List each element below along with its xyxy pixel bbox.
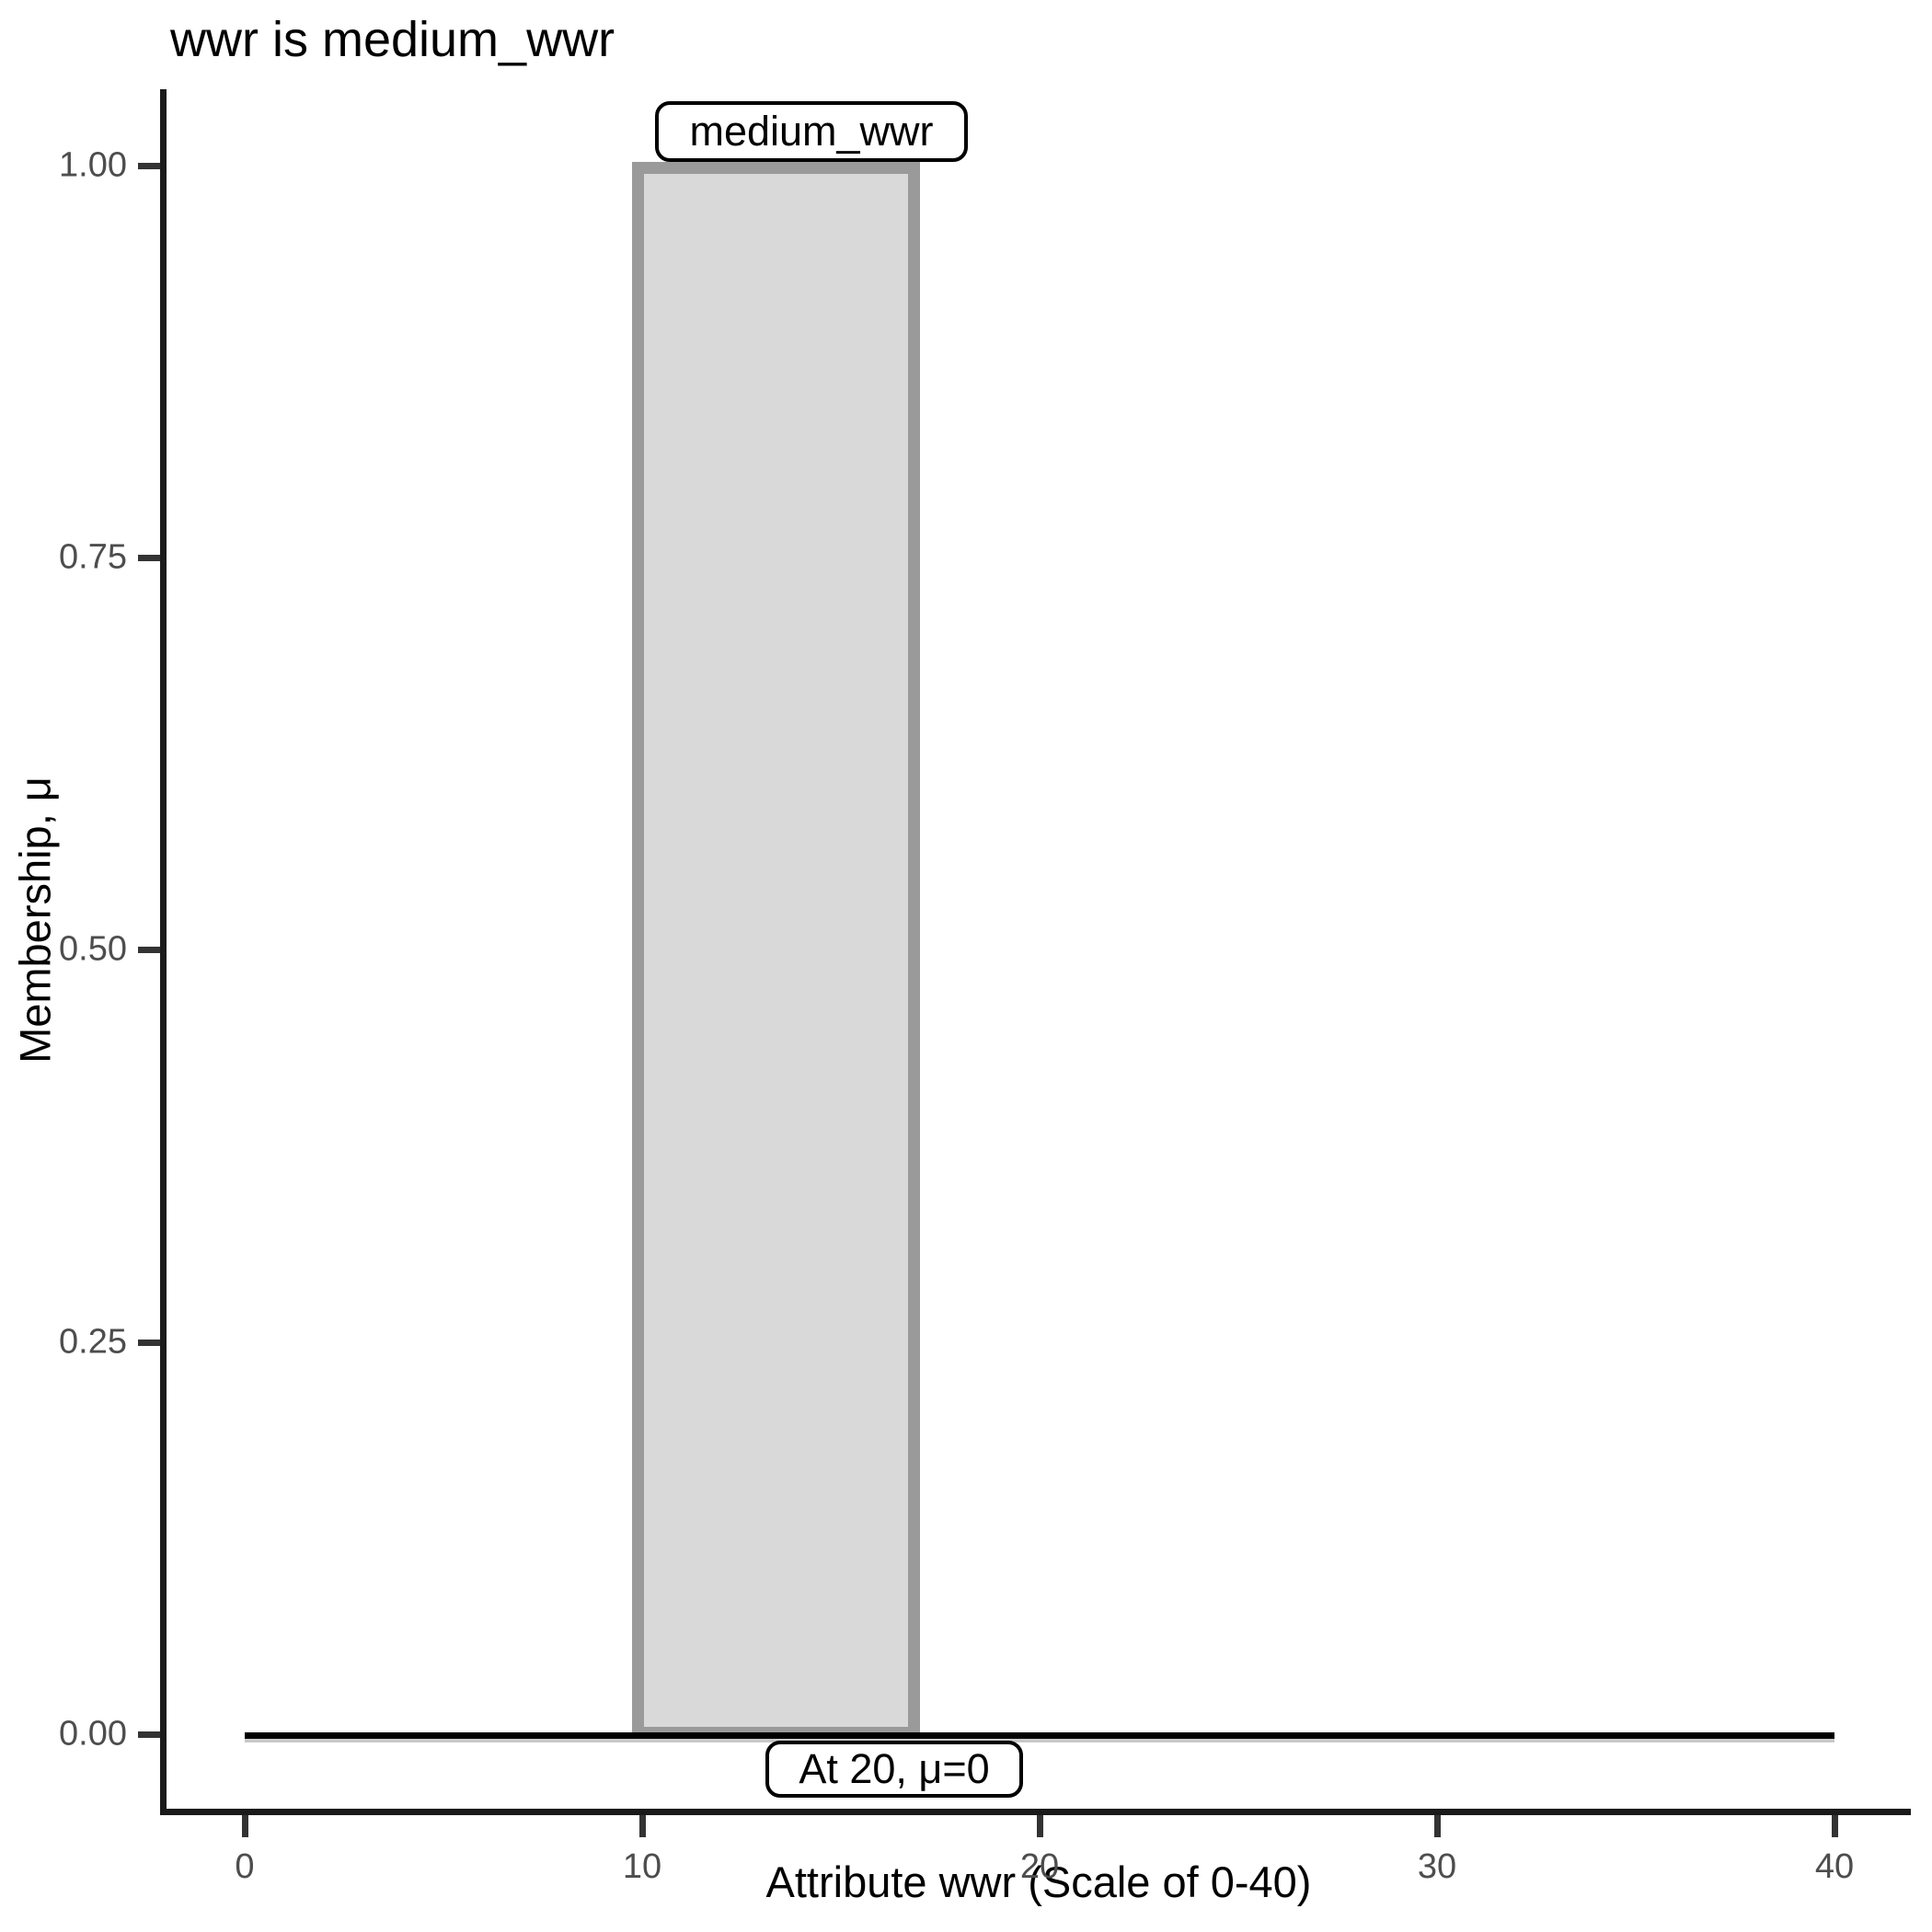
y-tick-mark-0.00 [138,1731,160,1738]
x-tick-mark-30 [1434,1815,1441,1837]
chart-title: wwr is medium_wwr [170,12,615,67]
zero-annotation-text: At 20, μ=0 [799,1745,990,1792]
x-tick-mark-40 [1832,1815,1838,1837]
y-tick-label-0.00: 0.00 [59,1714,127,1754]
peak-annotation-box: medium_wwr [655,101,968,162]
y-tick-mark-0.25 [138,1340,160,1346]
y-axis-label: Membership, μ [10,776,60,1064]
x-axis-line [160,1809,1911,1815]
y-tick-label-0.50: 0.50 [59,929,127,969]
x-tick-label-20: 20 [1019,1847,1060,1886]
x-tick-mark-10 [639,1815,646,1837]
x-tick-label-40: 40 [1814,1847,1855,1886]
y-tick-mark-0.50 [138,947,160,953]
y-tick-label-1.00: 1.00 [59,145,127,185]
x-tick-mark-20 [1037,1815,1043,1837]
x-tick-label-0: 0 [235,1847,255,1886]
y-tick-mark-0.75 [138,555,160,561]
zero-membership-underline [245,1739,1834,1742]
peak-annotation-text: medium_wwr [689,108,934,155]
x-tick-mark-0 [242,1815,248,1837]
x-axis-label: Attribute wwr (Scale of 0-40) [765,1857,1312,1906]
y-tick-mark-1.00 [138,163,160,169]
y-tick-label-0.25: 0.25 [59,1322,127,1362]
y-axis-line [160,89,167,1815]
zero-membership-line [245,1732,1834,1739]
y-tick-label-0.75: 0.75 [59,537,127,577]
x-tick-label-30: 30 [1417,1847,1457,1886]
membership-function-area [632,162,920,1739]
zero-annotation-box: At 20, μ=0 [765,1741,1023,1798]
x-tick-label-10: 10 [622,1847,662,1886]
